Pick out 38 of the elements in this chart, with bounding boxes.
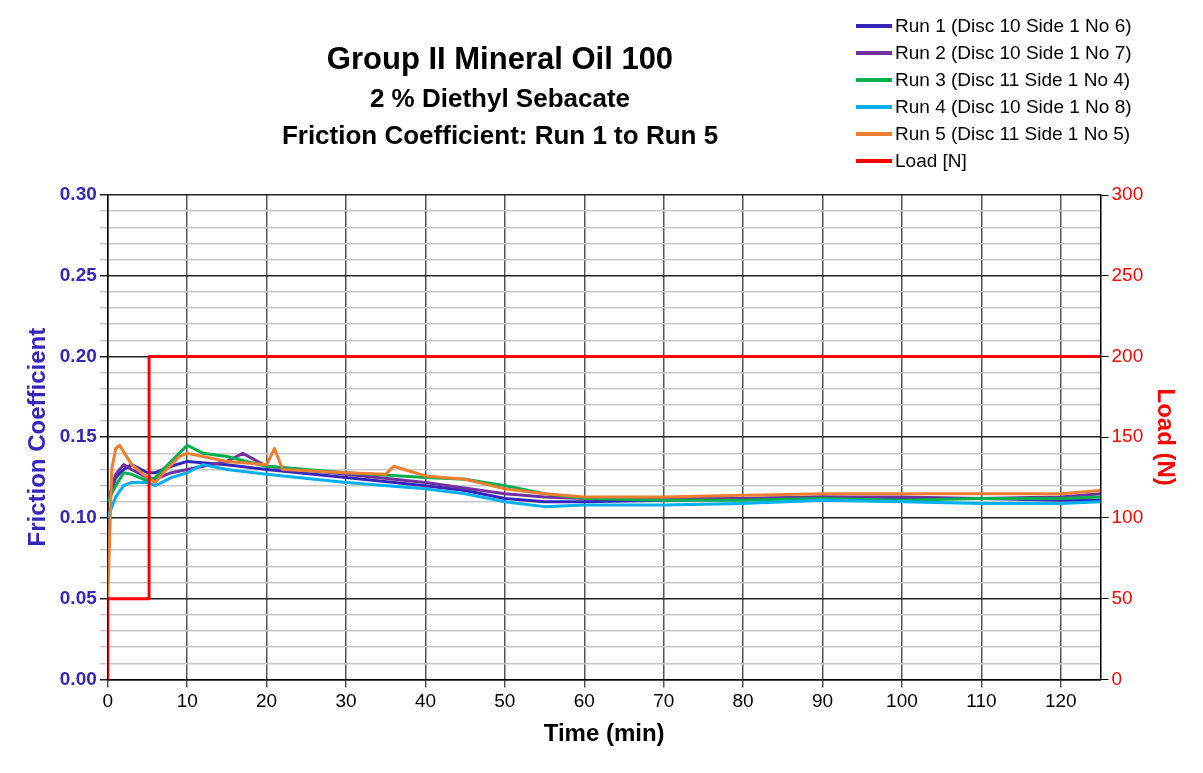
x-tick-label: 80	[732, 690, 754, 712]
y2-tick-label: 150	[1111, 425, 1144, 447]
x-tick-label: 100	[886, 690, 918, 712]
legend-label: Load [N]	[895, 149, 967, 172]
legend-label: Run 3 (Disc 11 Side 1 No 4)	[895, 68, 1131, 91]
x-tick-label: 70	[653, 690, 675, 712]
x-tick-label: 90	[811, 690, 834, 712]
x-tick-label: 50	[494, 690, 516, 712]
y2-axis-title: Load (N)	[1152, 388, 1180, 486]
x-tick-label: 40	[414, 690, 437, 712]
y2-tick-label: 200	[1111, 344, 1144, 366]
x-tick-label: 110	[966, 690, 997, 712]
chart-title: Group II Mineral Oil 100	[325, 40, 675, 78]
y-tick-label: 0.00	[59, 667, 97, 689]
y2-tick-label: 0	[1111, 667, 1123, 689]
x-tick-label: 120	[1044, 690, 1077, 712]
y-tick-label: 0.25	[59, 263, 98, 285]
y-tick-label: 0.30	[59, 183, 97, 205]
x-tick-label: 30	[335, 690, 357, 712]
chart-subtitle: 2 % Diethyl Sebacate Friction Coefficient: Run 1 to Run 5	[280, 82, 720, 152]
y2-tick-label: 300	[1111, 183, 1144, 205]
x-tick-label: 20	[256, 690, 278, 712]
y2-tick-label: 100	[1111, 506, 1144, 528]
x-tick-label: 60	[573, 690, 595, 712]
x-axis-title: Time (min)	[543, 719, 665, 747]
legend-label: Run 4 (Disc 10 Side 1 No 8)	[895, 95, 1132, 118]
x-tick-label: 0	[102, 690, 114, 712]
y-tick-label: 0.05	[59, 586, 98, 608]
y-axis-title: Friction Coefficient	[23, 327, 51, 547]
y2-tick-label: 50	[1111, 586, 1133, 608]
y-tick-label: 0.15	[59, 425, 98, 447]
y-tick-label: 0.10	[59, 506, 97, 528]
x-tick-label: 10	[176, 690, 198, 712]
y2-tick-label: 250	[1111, 263, 1144, 285]
legend-label: Run 5 (Disc 11 Side 1 No 5)	[895, 122, 1131, 145]
legend-label: Run 2 (Disc 10 Side 1 No 7)	[895, 41, 1132, 64]
y-tick-label: 0.20	[59, 344, 97, 366]
legend-label: Run 1 (Disc 10 Side 1 No 6)	[895, 14, 1132, 37]
